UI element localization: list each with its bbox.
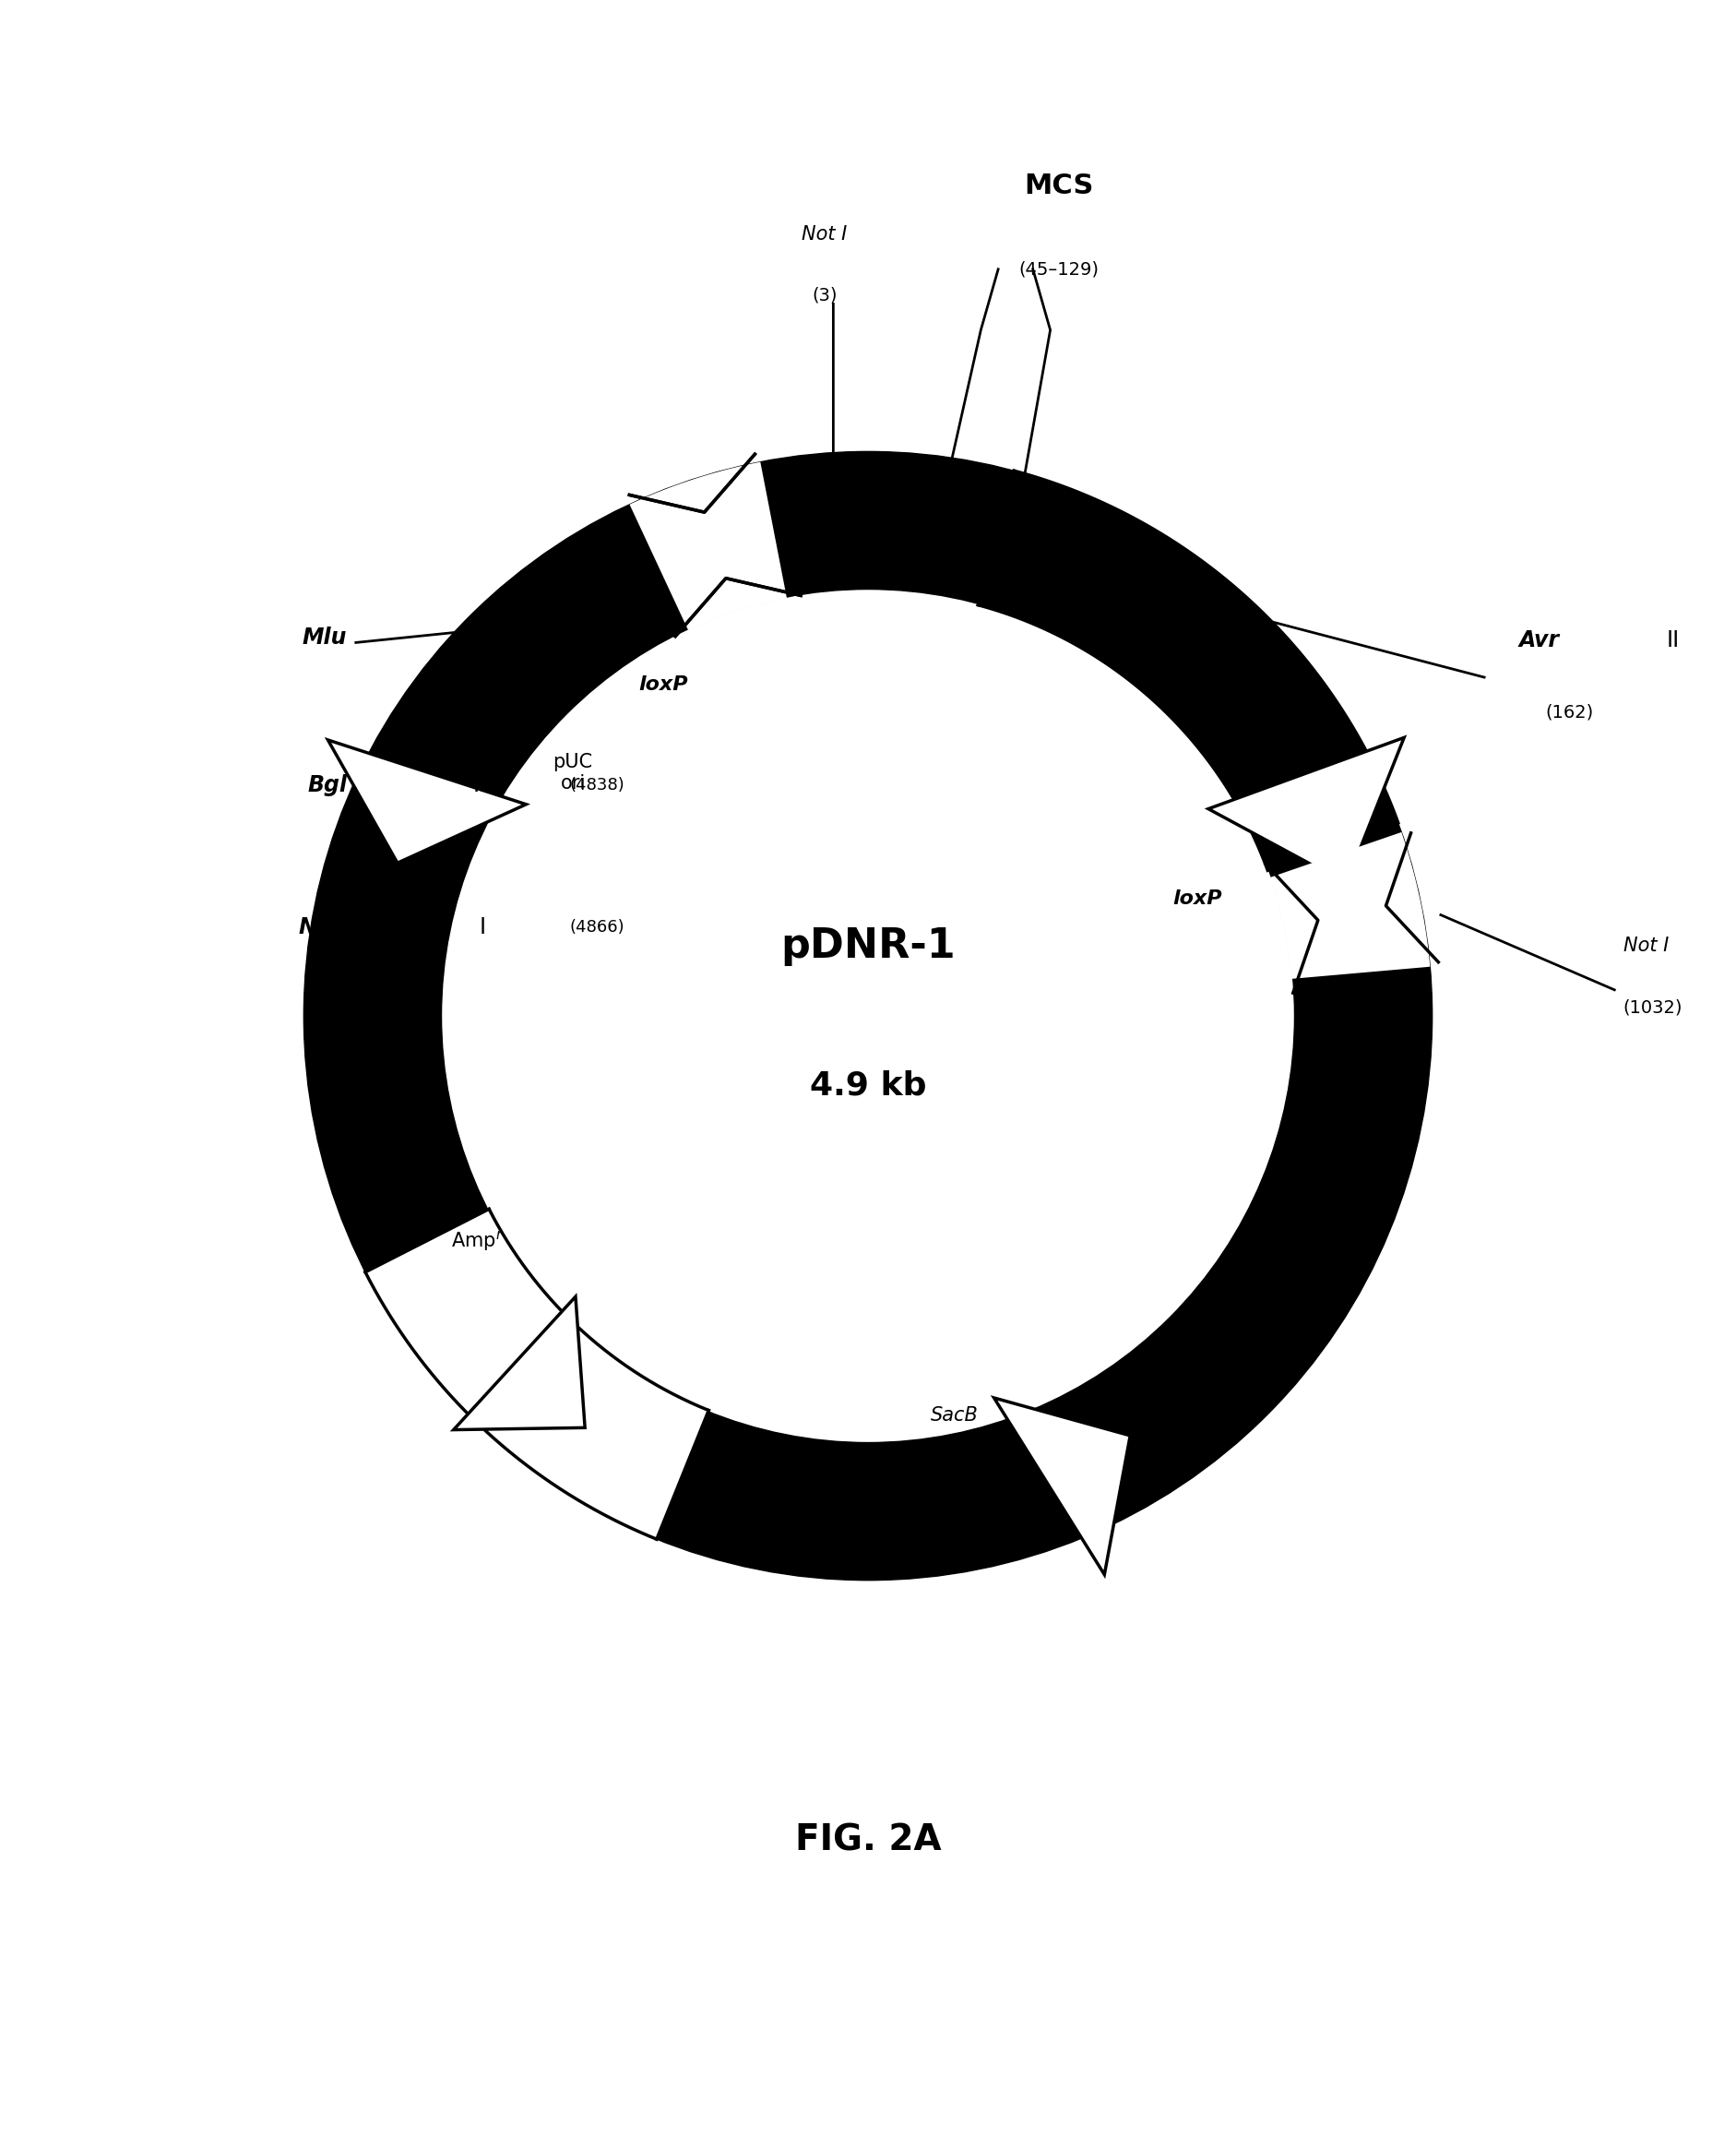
Polygon shape [630, 461, 786, 630]
Text: pUC
ori: pUC ori [554, 752, 592, 792]
Polygon shape [1271, 833, 1430, 978]
Text: (4815): (4815) [569, 628, 625, 645]
Text: pDNR-1: pDNR-1 [781, 927, 955, 965]
Text: (162): (162) [1545, 703, 1594, 720]
Text: (4866): (4866) [569, 918, 625, 936]
Text: Not I: Not I [1623, 938, 1668, 955]
Polygon shape [453, 1297, 585, 1429]
Text: 4.9 kb: 4.9 kb [809, 1070, 927, 1100]
Text: (4838): (4838) [569, 778, 625, 792]
Circle shape [304, 451, 1432, 1581]
Polygon shape [1208, 737, 1404, 884]
Text: Nhe: Nhe [299, 916, 347, 938]
Text: (45–129): (45–129) [1019, 261, 1099, 278]
Text: (3): (3) [812, 286, 837, 303]
Text: Avr: Avr [1519, 630, 1559, 651]
Text: Amp$^r$: Amp$^r$ [451, 1230, 503, 1254]
Text: (1032): (1032) [1623, 998, 1682, 1017]
Text: SacB: SacB [930, 1405, 979, 1425]
Text: Not I: Not I [802, 224, 847, 244]
Polygon shape [365, 1209, 708, 1540]
Text: Mlu: Mlu [302, 626, 347, 649]
Text: loxP: loxP [639, 675, 687, 694]
Text: I: I [479, 916, 486, 938]
Polygon shape [328, 739, 526, 863]
Text: I: I [462, 626, 469, 649]
Circle shape [443, 590, 1293, 1442]
Text: II: II [472, 773, 486, 797]
Text: FIG. 2A: FIG. 2A [795, 1824, 941, 1858]
Polygon shape [995, 1397, 1130, 1574]
Text: Cm$^R$
(ORF): Cm$^R$ (ORF) [1154, 666, 1207, 707]
Text: MCS: MCS [1024, 173, 1094, 201]
Text: loxP: loxP [1172, 891, 1222, 908]
Text: II: II [1667, 630, 1680, 651]
Text: Bgl: Bgl [307, 773, 347, 797]
